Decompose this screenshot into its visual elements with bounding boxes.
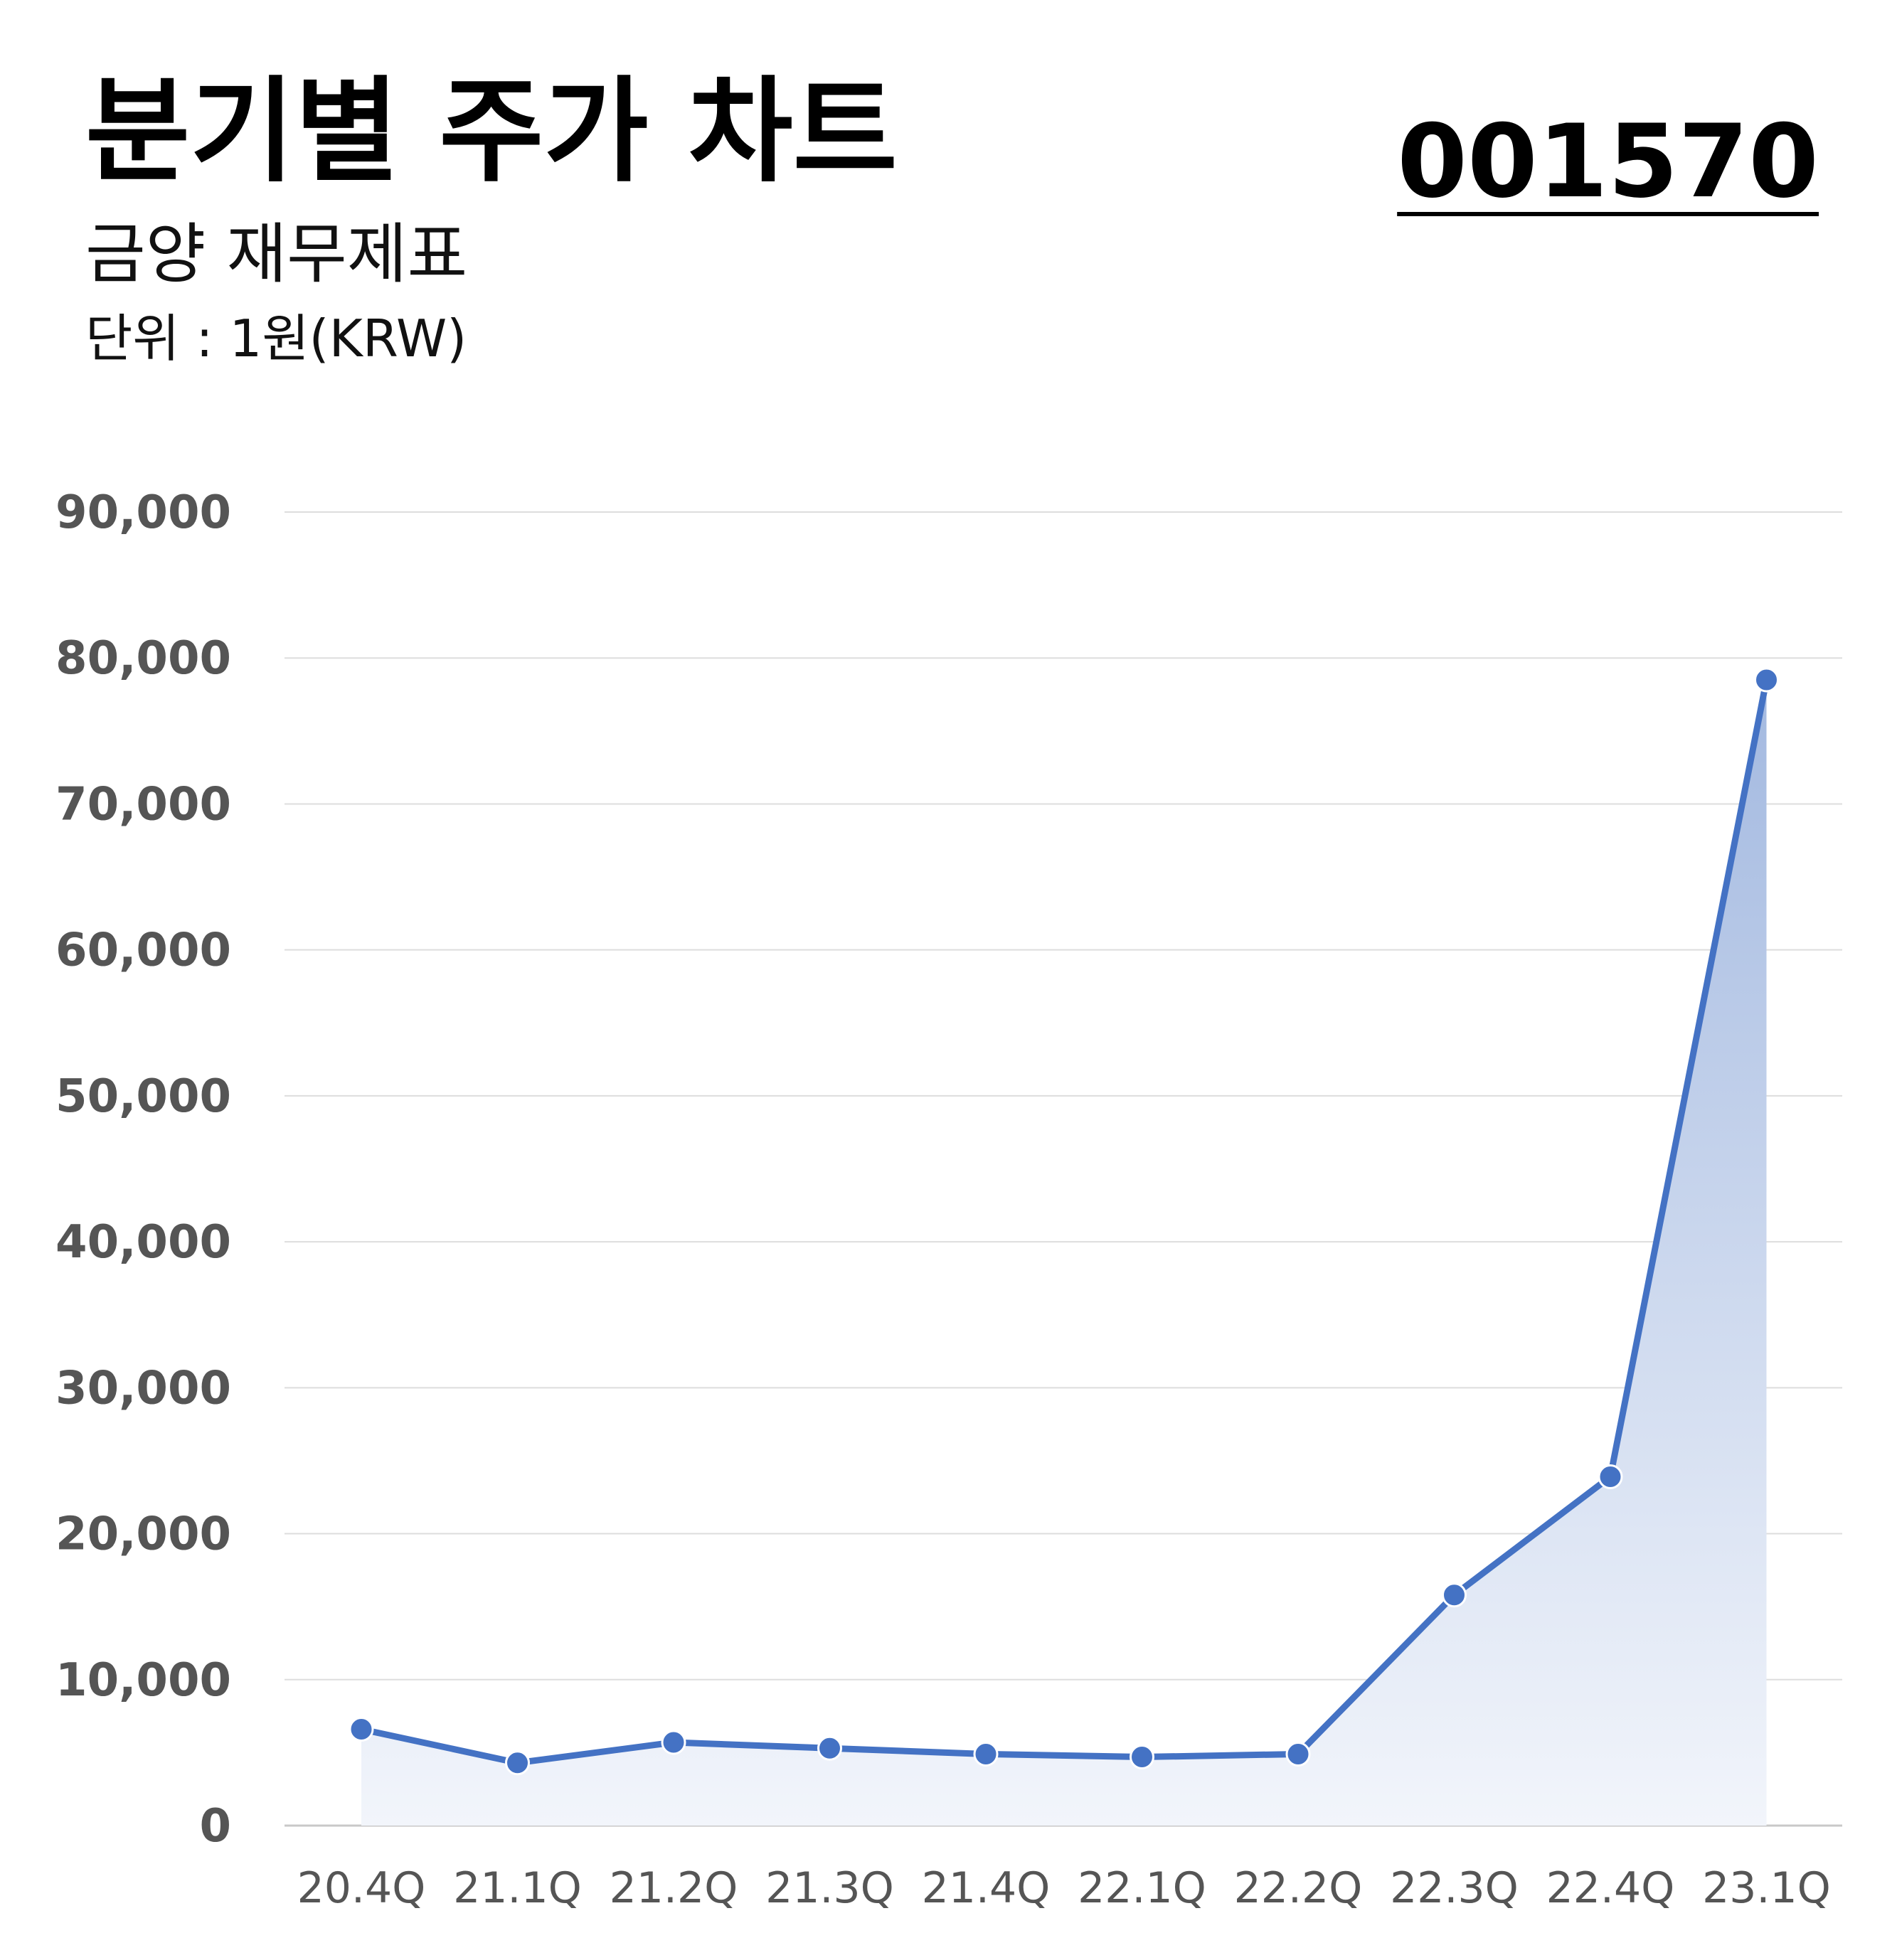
x-tick-label: 23.1Q <box>1702 1863 1831 1913</box>
y-tick-label: 60,000 <box>55 925 231 977</box>
data-point <box>817 1735 842 1761</box>
chart-subtitle: 금양 재무제표 <box>85 216 468 292</box>
chart-title: 분기별 주가 차트 <box>85 65 898 198</box>
data-point <box>1442 1582 1467 1608</box>
x-tick-label: 21.4Q <box>922 1863 1051 1913</box>
data-point <box>973 1741 999 1767</box>
data-point <box>1130 1745 1154 1770</box>
data-point <box>505 1750 530 1776</box>
data-point <box>1285 1741 1311 1767</box>
y-axis-ticks: 0 10,000 20,000 30,000 40,000 50,000 60,000 70,… <box>55 486 231 1853</box>
y-tick-label: 70,000 <box>55 778 231 831</box>
x-tick-label: 21.3Q <box>765 1863 894 1913</box>
y-tick-label: 20,000 <box>55 1508 231 1561</box>
x-tick-label: 21.1Q <box>453 1863 582 1913</box>
area-fill-path <box>361 680 1767 1826</box>
data-point <box>349 1717 374 1742</box>
y-tick-label: 90,000 <box>55 486 231 539</box>
y-tick-label: 40,000 <box>55 1216 231 1269</box>
y-tick-label: 10,000 <box>55 1654 231 1707</box>
x-tick-label: 20.4Q <box>297 1863 426 1913</box>
series-line <box>358 676 1770 1767</box>
y-tick-label: 30,000 <box>55 1362 231 1415</box>
x-tick-label: 22.2Q <box>1234 1863 1363 1913</box>
data-point <box>661 1730 686 1755</box>
x-axis-ticks: 20.4Q 21.1Q 21.2Q 21.3Q 21.4Q 22.1Q 22.2Q 22.3Q… <box>297 1863 1831 1913</box>
unit-label: 단위 : 1원(KRW) <box>85 309 467 368</box>
x-tick-label: 21.2Q <box>610 1863 738 1913</box>
stock-code: 001570 <box>1397 103 1819 220</box>
area-fill <box>361 680 1767 1826</box>
x-tick-label: 22.4Q <box>1546 1863 1675 1913</box>
data-points <box>349 667 1779 1776</box>
data-point <box>1598 1464 1623 1490</box>
y-tick-label: 80,000 <box>55 632 231 685</box>
series-line-path <box>358 676 1770 1767</box>
data-point <box>1754 667 1779 693</box>
y-tick-label: 50,000 <box>55 1070 231 1123</box>
x-tick-label: 22.3Q <box>1390 1863 1519 1913</box>
y-tick-label: 0 <box>199 1800 231 1853</box>
x-tick-label: 22.1Q <box>1078 1863 1206 1913</box>
